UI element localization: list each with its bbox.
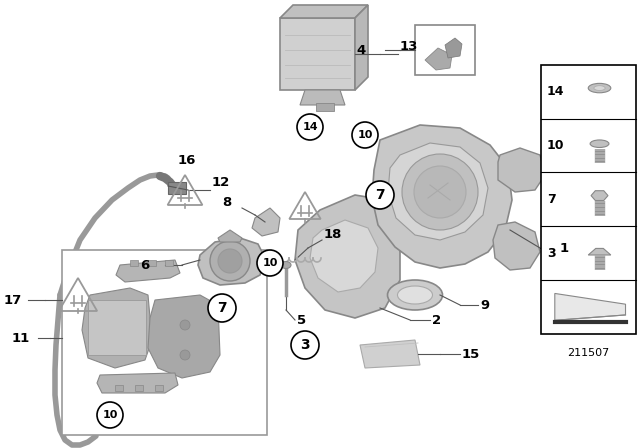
Ellipse shape: [588, 83, 611, 93]
Text: 7: 7: [547, 193, 556, 206]
Polygon shape: [252, 208, 280, 236]
Bar: [62, 250, 267, 435]
Bar: [148, 260, 156, 266]
Bar: [541, 65, 636, 334]
Ellipse shape: [387, 280, 442, 310]
Circle shape: [402, 154, 478, 230]
Text: 3: 3: [547, 246, 556, 260]
Ellipse shape: [594, 86, 605, 90]
Text: 3: 3: [300, 338, 310, 352]
Text: 11: 11: [12, 332, 30, 345]
Text: 9: 9: [480, 298, 489, 311]
Text: 10: 10: [102, 410, 118, 420]
Polygon shape: [555, 293, 625, 320]
Ellipse shape: [281, 262, 291, 268]
Bar: [115, 385, 123, 391]
Polygon shape: [295, 195, 400, 318]
Circle shape: [297, 114, 323, 140]
Circle shape: [366, 181, 394, 209]
Circle shape: [180, 350, 190, 360]
Circle shape: [291, 331, 319, 359]
Polygon shape: [591, 191, 608, 201]
Circle shape: [208, 294, 236, 322]
Polygon shape: [445, 38, 462, 58]
Bar: [415, 25, 475, 75]
Text: 1: 1: [560, 241, 569, 254]
Polygon shape: [588, 248, 611, 255]
Text: 7: 7: [375, 188, 385, 202]
Polygon shape: [355, 5, 368, 90]
Bar: [135, 385, 143, 391]
Bar: [165, 260, 173, 266]
Bar: [168, 182, 186, 194]
Circle shape: [210, 241, 250, 281]
Text: 18: 18: [324, 228, 342, 241]
Text: 17: 17: [4, 293, 22, 306]
Text: 12: 12: [212, 176, 230, 189]
Circle shape: [180, 320, 190, 330]
Polygon shape: [300, 90, 345, 105]
Text: 7: 7: [217, 301, 227, 315]
Polygon shape: [97, 373, 178, 393]
Text: 2: 2: [432, 314, 441, 327]
Polygon shape: [116, 260, 180, 282]
Text: 5: 5: [297, 314, 306, 327]
Ellipse shape: [397, 286, 433, 304]
Bar: [155, 385, 163, 391]
Circle shape: [257, 250, 283, 276]
Text: 211507: 211507: [567, 348, 609, 358]
Polygon shape: [148, 295, 220, 378]
Text: 10: 10: [547, 139, 564, 152]
Text: 6: 6: [140, 258, 149, 271]
Polygon shape: [360, 340, 420, 368]
Polygon shape: [198, 238, 265, 285]
Ellipse shape: [590, 140, 609, 147]
Polygon shape: [280, 5, 368, 18]
Circle shape: [414, 166, 466, 218]
Text: 8: 8: [222, 195, 231, 208]
Circle shape: [218, 249, 242, 273]
Polygon shape: [218, 230, 242, 242]
Polygon shape: [388, 143, 488, 240]
Circle shape: [97, 402, 123, 428]
Text: 10: 10: [262, 258, 278, 268]
Polygon shape: [498, 148, 545, 192]
Polygon shape: [82, 288, 152, 368]
Text: 16: 16: [178, 154, 196, 167]
Text: 10: 10: [357, 130, 372, 140]
Bar: [130, 260, 138, 266]
Bar: [316, 103, 334, 111]
Text: 14: 14: [547, 85, 564, 99]
Text: 13: 13: [400, 39, 419, 52]
Polygon shape: [425, 48, 452, 70]
Polygon shape: [310, 220, 378, 292]
Polygon shape: [372, 125, 512, 268]
Polygon shape: [280, 18, 355, 90]
Bar: [88, 300, 146, 355]
Text: 15: 15: [462, 348, 480, 361]
Circle shape: [352, 122, 378, 148]
Polygon shape: [493, 222, 540, 270]
Text: 14: 14: [302, 122, 318, 132]
Text: 4: 4: [356, 43, 365, 56]
